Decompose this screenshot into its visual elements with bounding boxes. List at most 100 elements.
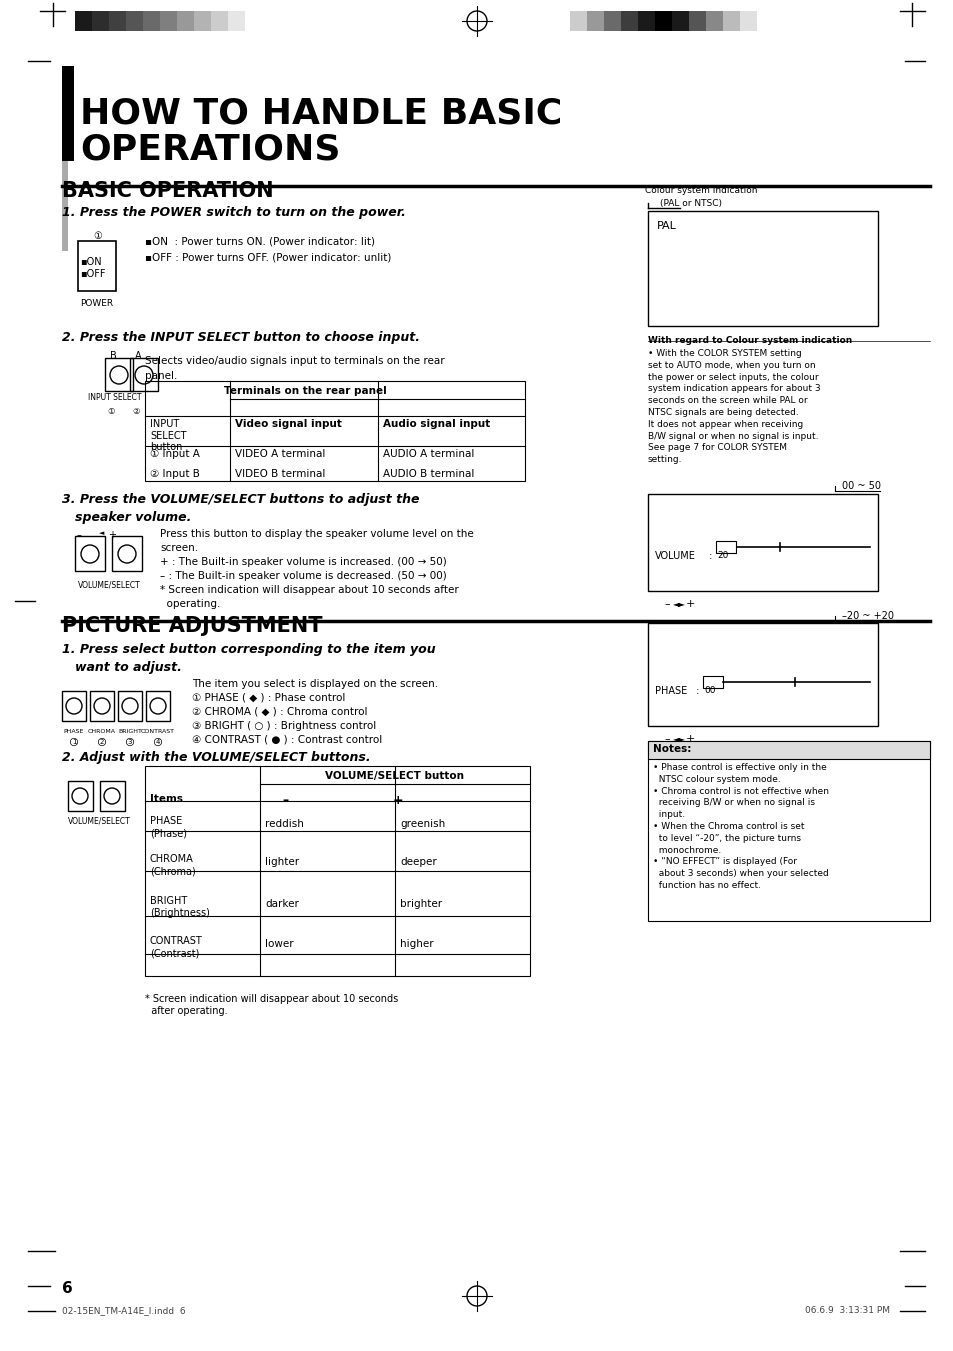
Text: Colour system indication: Colour system indication [644,186,757,195]
Text: 20: 20 [717,551,727,561]
Bar [647,740,929,921]
Text: ② Input B: ② Input B [150,469,200,480]
Text: VOLUME/SELECT: VOLUME/SELECT [68,816,131,825]
Text: VIDEO B terminal: VIDEO B terminal [234,469,325,480]
Bar [68,781,92,811]
Text: • With the COLOR SYSTEM setting
set to AUTO mode, when you turn on
the power or : • With the COLOR SYSTEM setting set to A… [647,349,820,465]
Bar [193,11,211,31]
Text: PAL: PAL [657,222,677,231]
Text: after operating.: after operating. [145,1006,228,1016]
Bar [716,540,735,553]
Text: ①: ① [92,231,102,240]
Text: –20 ~ +20: –20 ~ +20 [841,611,893,621]
Bar [638,11,655,31]
Bar [647,211,877,326]
Text: +: + [108,530,116,540]
Text: Press this button to display the speaker volume level on the
screen.
+ : The Bui: Press this button to display the speaker… [160,530,474,609]
Text: With regard to Colour system indication: With regard to Colour system indication [647,336,851,345]
Bar [647,740,929,759]
Text: 2. Adjust with the VOLUME/SELECT buttons.: 2. Adjust with the VOLUME/SELECT buttons… [62,751,370,765]
Text: 2: 2 [100,739,104,744]
Text: speaker volume.: speaker volume. [75,511,192,524]
Text: A: A [135,351,141,361]
Text: –: – [663,598,669,609]
Bar [245,11,262,31]
Bar [177,11,193,31]
Text: ◄►: ◄► [672,734,685,743]
Text: BRIGHT: BRIGHT [118,730,142,734]
Text: The item you select is displayed on the screen.
① PHASE ( ◆ ) : Phase control
② : The item you select is displayed on the … [192,680,437,744]
Bar [143,11,160,31]
Text: –: – [77,530,82,540]
Text: +: + [685,734,695,744]
Text: INPUT SELECT: INPUT SELECT [88,393,141,403]
Text: 2. Press the INPUT SELECT button to choose input.: 2. Press the INPUT SELECT button to choo… [62,331,419,345]
Bar [78,240,116,290]
Text: 06.6.9  3:13:31 PM: 06.6.9 3:13:31 PM [804,1306,889,1315]
Text: :: : [692,686,701,696]
Text: deeper: deeper [399,857,436,867]
Text: CHROMA
(Chroma): CHROMA (Chroma) [150,854,195,877]
Text: greenish: greenish [399,819,445,830]
Text: ①: ① [107,407,114,416]
Text: VOLUME: VOLUME [655,551,695,561]
Bar [130,358,158,390]
Text: 6: 6 [62,1281,72,1296]
Text: ▪OFF : Power turns OFF. (Power indicator: unlit): ▪OFF : Power turns OFF. (Power indicator… [145,253,391,263]
Text: B: B [110,351,116,361]
Text: 1. Press the POWER switch to turn on the power.: 1. Press the POWER switch to turn on the… [62,205,405,219]
Text: VOLUME/SELECT button: VOLUME/SELECT button [325,771,464,781]
Text: CHROMA: CHROMA [88,730,116,734]
Text: +: + [685,598,695,609]
Text: PHASE
(Phase): PHASE (Phase) [150,816,187,839]
Text: want to adjust.: want to adjust. [75,661,182,674]
Bar [75,11,91,31]
Bar [91,11,109,31]
Bar [211,11,228,31]
Text: ▪ON  : Power turns ON. (Power indicator: lit): ▪ON : Power turns ON. (Power indicator: … [145,236,375,246]
Text: darker: darker [265,898,298,909]
Bar [569,11,586,31]
Bar [146,690,170,721]
Bar [688,11,705,31]
Bar [126,11,143,31]
Text: Audio signal input: Audio signal input [382,419,490,430]
Bar [647,623,877,725]
Text: * Screen indication will disappear about 10 seconds: * Screen indication will disappear about… [145,994,397,1004]
Text: PHASE: PHASE [655,686,686,696]
Text: +: + [393,794,403,807]
Text: VOLUME/SELECT: VOLUME/SELECT [78,581,141,590]
Text: Items: Items [150,794,183,804]
Bar [100,781,125,811]
Bar [62,161,68,251]
Text: AUDIO B terminal: AUDIO B terminal [382,469,474,480]
Text: reddish: reddish [265,819,304,830]
Text: 1: 1 [71,739,76,744]
Text: lighter: lighter [265,857,299,867]
Text: ① Input A: ① Input A [150,449,200,459]
Bar [112,536,142,571]
Bar [586,11,603,31]
Bar [160,11,177,31]
Bar [647,494,877,590]
Bar [145,766,530,975]
Text: –: – [282,794,288,807]
Bar [740,11,757,31]
Bar [722,11,740,31]
Bar [75,536,105,571]
Text: 1. Press select button corresponding to the item you: 1. Press select button corresponding to … [62,643,436,657]
Text: HOW TO HANDLE BASIC: HOW TO HANDLE BASIC [80,96,561,130]
Bar [105,358,132,390]
Text: OPERATIONS: OPERATIONS [80,132,340,168]
Bar [603,11,620,31]
Text: • Phase control is effective only in the
  NTSC colour system mode.
• Chroma con: • Phase control is effective only in the… [652,763,828,890]
Text: Selects video/audio signals input to terminals on the rear: Selects video/audio signals input to ter… [145,357,444,366]
Text: ▪OFF: ▪OFF [80,269,106,280]
Text: AUDIO A terminal: AUDIO A terminal [382,449,474,459]
Text: ◄►: ◄► [672,598,685,608]
Text: BRIGHT
(Brightness): BRIGHT (Brightness) [150,896,210,919]
Text: BASIC OPERATION: BASIC OPERATION [62,181,274,201]
Text: lower: lower [265,939,294,948]
Text: PICTURE ADJUSTMENT: PICTURE ADJUSTMENT [62,616,322,636]
Text: ②: ② [132,407,139,416]
